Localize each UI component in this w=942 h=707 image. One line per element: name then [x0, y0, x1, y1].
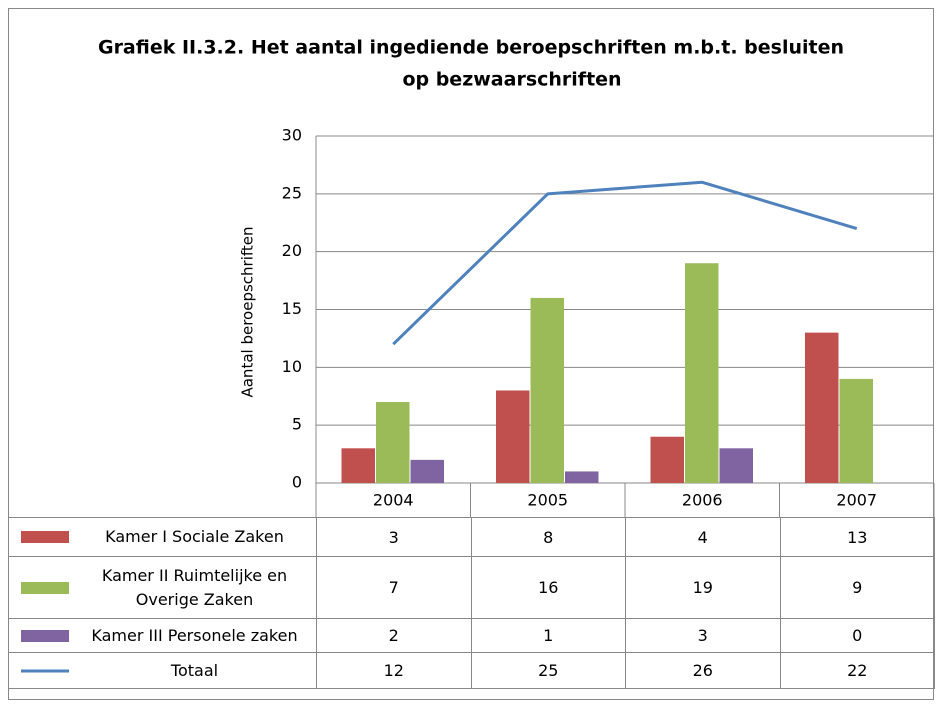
- legend-label: Kamer I Sociale Zaken: [105, 527, 284, 546]
- legend-key: [21, 629, 69, 642]
- legend-label: Totaal: [170, 660, 219, 680]
- y-tick-label: 20: [282, 241, 302, 260]
- legend-key: [21, 669, 69, 672]
- legend-swatch: [21, 531, 69, 543]
- bar: [341, 448, 375, 483]
- x-tick-label: 2005: [527, 491, 568, 510]
- bar: [496, 390, 530, 483]
- legend-label: Kamer II Ruimtelijke en Overige Zaken: [101, 565, 288, 609]
- bar: [410, 459, 444, 483]
- table-row: Kamer I Sociale Zaken 3 8 4 13: [8, 517, 935, 557]
- y-tick-label: 5: [292, 415, 302, 434]
- table-row: Totaal 12 25 26 22: [8, 652, 935, 689]
- legend-cell: Totaal: [8, 652, 317, 689]
- table-value: 22: [779, 652, 935, 689]
- table-value: 4: [625, 517, 781, 557]
- y-tick-label: 25: [282, 183, 302, 202]
- chart-border: [8, 8, 934, 700]
- table-value: 3: [316, 517, 472, 557]
- legend-cell: Kamer II Ruimtelijke en Overige Zaken: [8, 556, 317, 619]
- table-value: 19: [625, 556, 781, 619]
- bar: [685, 263, 719, 483]
- table-value: 25: [470, 652, 626, 689]
- y-tick-label: 15: [282, 299, 302, 318]
- x-tick-label: 2004: [373, 491, 414, 510]
- bar: [805, 332, 839, 483]
- table-value: 13: [779, 517, 935, 557]
- x-tick-label: 2006: [682, 491, 723, 510]
- table-value: 0: [779, 618, 935, 653]
- chart-title: Grafiek II.3.2. Het aantal ingediende be…: [98, 37, 844, 59]
- y-tick-label: 0: [292, 473, 302, 492]
- table-value: 8: [470, 517, 626, 557]
- y-tick-label: 30: [282, 126, 302, 145]
- legend-key: [21, 581, 69, 594]
- x-tick-label: 2007: [836, 491, 877, 510]
- legend-cell: Kamer I Sociale Zaken: [8, 517, 317, 557]
- table-value: 3: [625, 618, 781, 653]
- table-value: 7: [316, 556, 472, 619]
- table-value: 12: [316, 652, 472, 689]
- bar: [530, 297, 564, 483]
- line-series: [392, 180, 858, 346]
- table-value: 16: [470, 556, 626, 619]
- table-row: Kamer II Ruimtelijke en Overige Zaken 7 16…: [8, 556, 935, 619]
- bar: [565, 471, 599, 483]
- legend-cell: Kamer III Personele zaken: [8, 618, 317, 653]
- chart-title: op bezwaarschriften: [402, 69, 621, 91]
- bar: [719, 448, 753, 483]
- legend-key: [21, 531, 69, 543]
- table-row: Kamer III Personele zaken 2 1 3 0: [8, 618, 935, 653]
- table-value: 9: [779, 556, 935, 619]
- bar: [376, 402, 410, 483]
- table-value: 2: [316, 618, 472, 653]
- bar: [650, 436, 684, 483]
- y-axis-label: Aantal beroepschriften: [239, 226, 257, 397]
- y-tick-label: 10: [282, 357, 302, 376]
- table-value: 1: [470, 618, 626, 653]
- legend-swatch: [21, 581, 69, 594]
- bar: [839, 378, 873, 483]
- legend-swatch: [21, 629, 69, 642]
- data-table: Kamer I Sociale Zaken 3 8 4 13 Kamer II Ruimt…: [8, 517, 935, 689]
- table-value: 26: [625, 652, 781, 689]
- legend-label: Kamer III Personele zaken: [91, 625, 298, 645]
